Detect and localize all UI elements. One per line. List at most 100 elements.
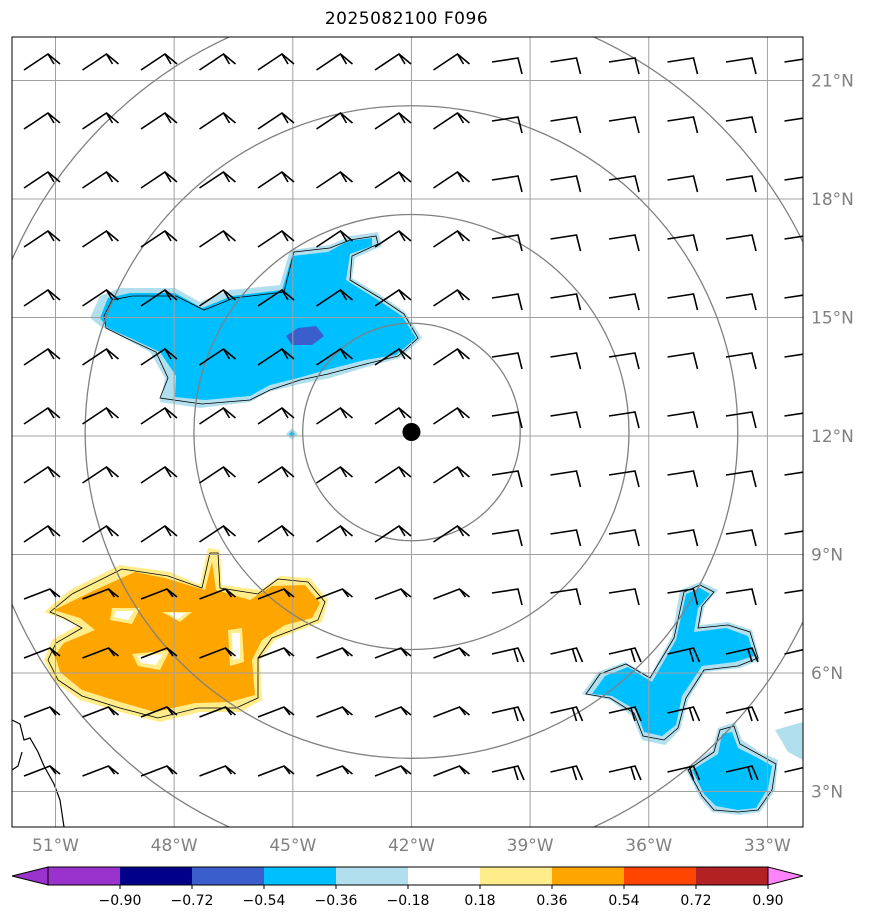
wind-barb (667, 352, 699, 370)
wind-barb (316, 706, 353, 718)
wind-barb (82, 706, 119, 718)
wind-barb (23, 647, 61, 659)
wind-barb (316, 230, 354, 248)
wind-barb (608, 588, 640, 606)
wind-barb (316, 466, 354, 484)
wind-barb (784, 530, 803, 535)
latitude-label: 6°N (811, 664, 843, 684)
wind-barb (784, 58, 803, 63)
wind-barb (667, 175, 699, 193)
wind-barb (82, 348, 120, 366)
wind-barb (82, 171, 120, 189)
wind-barb (725, 765, 759, 781)
wind-barb (491, 293, 523, 311)
wind-barb (491, 647, 525, 663)
colorbar-tick-label: −0.54 (243, 893, 286, 909)
wind-barb (491, 765, 525, 781)
wind-barb (667, 706, 701, 722)
wind-barb (140, 765, 178, 777)
wind-barb (550, 411, 582, 429)
wind-barb (725, 57, 757, 75)
wind-barb (140, 53, 178, 71)
wind-barb (550, 588, 582, 606)
gridlines (12, 37, 803, 827)
range-ring (193, 213, 630, 651)
colorbar-tick-label: 0.36 (536, 893, 567, 909)
wind-barb (491, 529, 523, 547)
wind-barb (199, 53, 237, 71)
wind-barb (667, 588, 699, 606)
wind-barb (374, 588, 412, 600)
wind-barb (725, 234, 757, 252)
wind-barb (140, 588, 178, 600)
wind-barb (784, 766, 803, 773)
range-ring (302, 322, 521, 542)
wind-barb (491, 706, 525, 722)
wind-barb (82, 765, 119, 777)
wind-barb (433, 348, 471, 366)
wind-barb (82, 230, 120, 248)
wind-barb (725, 529, 757, 547)
wind-barb (316, 407, 354, 425)
wind-barb (23, 230, 61, 248)
wind-barb (550, 647, 584, 663)
negative-anomaly-region-north (90, 232, 422, 440)
longitude-label: 33°W (744, 836, 791, 856)
wind-barb (140, 171, 178, 189)
wind-barb (257, 525, 295, 543)
wind-barb (374, 230, 412, 248)
wind-barb (725, 470, 757, 488)
wind-barb (140, 112, 178, 130)
latitude-labels: 21°N 18°N 15°N 12°N 9°N 6°N 3°N (811, 71, 854, 802)
wind-barb (667, 529, 699, 547)
wind-barb (550, 352, 582, 370)
wind-barb (784, 589, 803, 594)
colorbar (11, 866, 804, 886)
wind-barb (667, 293, 699, 311)
wind-barb (316, 53, 354, 71)
colorbar-tick-label: −0.90 (99, 893, 142, 909)
wind-barb (667, 411, 699, 429)
longitude-label: 39°W (507, 836, 554, 856)
range-ring (84, 105, 739, 759)
wind-barb (433, 53, 471, 71)
wind-barb (433, 466, 471, 484)
colorbar-extend-max (767, 866, 804, 886)
wind-barb (82, 289, 120, 307)
wind-barb (23, 706, 61, 718)
wind-barb (199, 765, 236, 777)
colorbar-tick-label: −0.18 (387, 893, 430, 909)
colorbar-tick-label: 0.72 (680, 893, 711, 909)
latitude-label: 21°N (811, 71, 854, 91)
map-title: 2025082100 F096 (324, 9, 489, 29)
wind-barb (550, 529, 582, 547)
wind-barb (667, 470, 699, 488)
wind-barb (550, 175, 582, 193)
wind-barb (550, 765, 584, 781)
wind-barb (725, 293, 757, 311)
wind-barb (257, 706, 295, 718)
wind-barb (608, 234, 640, 252)
wind-barb (316, 112, 354, 130)
wind-barb (374, 706, 412, 718)
wind-barb (374, 53, 412, 71)
wind-barb (491, 352, 523, 370)
longitude-label: 48°W (151, 836, 198, 856)
wind-barb (316, 647, 353, 659)
longitude-label: 45°W (269, 836, 316, 856)
wind-barb (199, 647, 236, 659)
wind-barb (23, 289, 61, 307)
wind-barb (140, 407, 178, 425)
colorbar-segment (552, 867, 624, 885)
wind-barb (433, 588, 470, 600)
wind-barb (257, 289, 295, 307)
wind-barb (257, 407, 295, 425)
wind-barb (667, 647, 701, 663)
wind-barb (433, 647, 470, 659)
longitude-labels: 51°W 48°W 45°W 42°W 39°W 36°W 33°W (32, 836, 791, 856)
wind-barb (608, 411, 640, 429)
wind-barb (316, 289, 354, 307)
wind-barb (257, 53, 295, 71)
wind-barb (82, 525, 120, 543)
wind-barb (199, 289, 237, 307)
